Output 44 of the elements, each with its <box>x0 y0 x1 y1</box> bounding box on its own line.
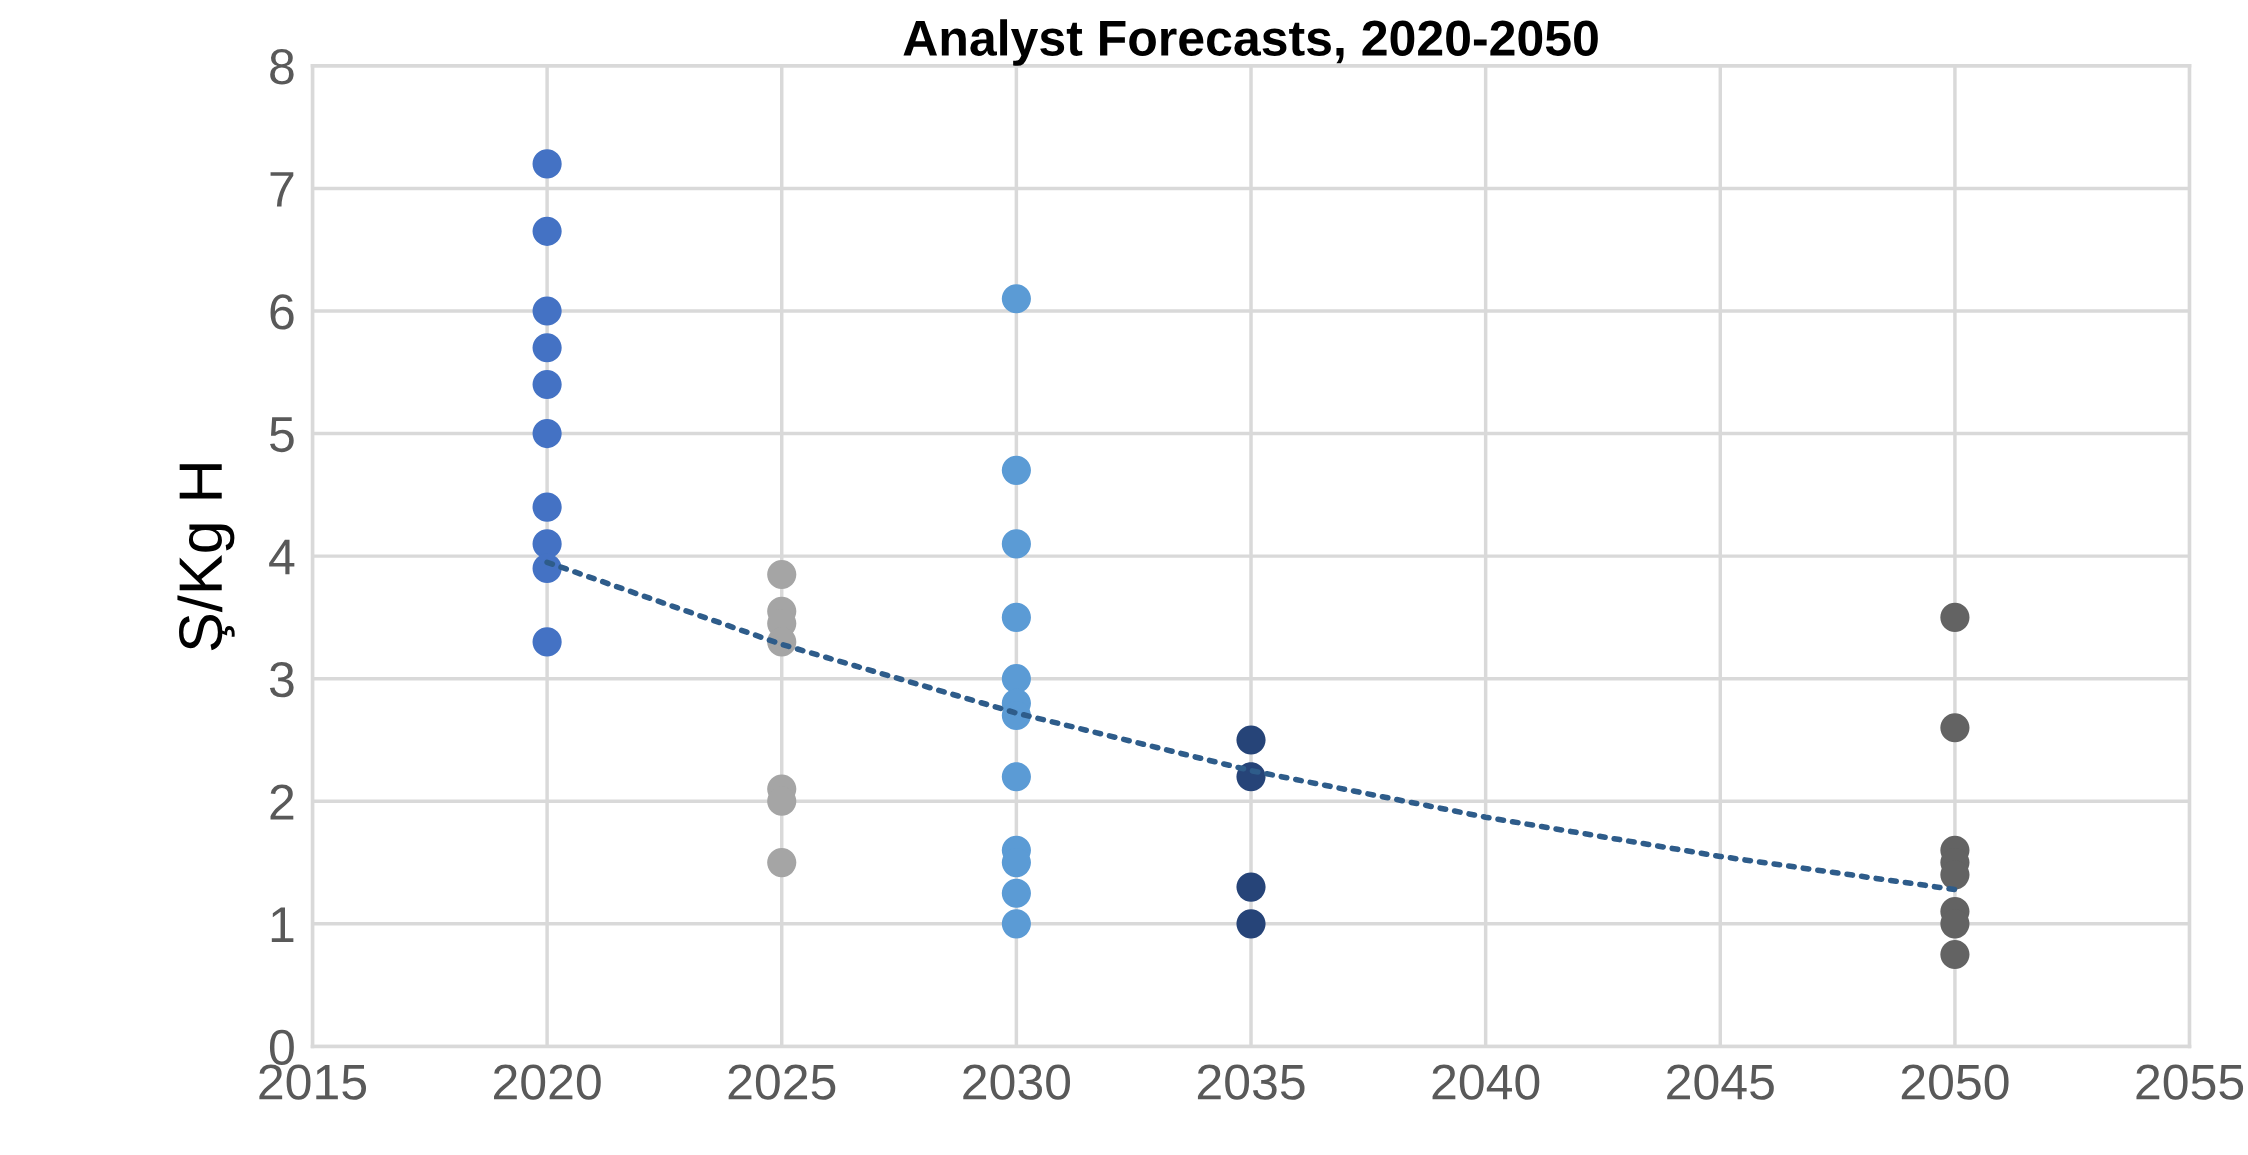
x-tick-label: 2015 <box>259 1064 366 1100</box>
x-tick-label: 2045 <box>1667 1064 1774 1100</box>
x-tick-label: 2040 <box>1432 1064 1540 1100</box>
point <box>532 296 562 326</box>
y-tick-label: 6 <box>270 294 294 330</box>
point <box>532 492 562 522</box>
y-tick-label: 7 <box>270 172 294 207</box>
x-tick-label: 2020 <box>494 1064 601 1100</box>
point <box>1001 455 1031 485</box>
x-tick-label: 2035 <box>1197 1064 1305 1100</box>
point <box>532 627 562 657</box>
x-tick-label: 2050 <box>1901 1064 2009 1100</box>
point <box>767 559 797 590</box>
point <box>532 418 562 449</box>
y-tick-label: 2 <box>270 784 294 820</box>
point <box>1001 529 1031 559</box>
point <box>1236 909 1266 939</box>
point <box>1001 762 1031 792</box>
y-tick-label: 1 <box>271 907 294 942</box>
point <box>1001 664 1031 694</box>
point <box>1001 909 1031 939</box>
point <box>1940 939 1970 970</box>
point <box>1001 878 1031 908</box>
point <box>1940 713 1970 743</box>
point <box>1001 602 1031 632</box>
point <box>532 333 562 363</box>
y-tick-label: 3 <box>269 661 294 698</box>
y-tick-label: 5 <box>270 417 294 453</box>
x-tick-label: 2025 <box>728 1064 836 1100</box>
point <box>1001 284 1031 314</box>
y-axis-title: Ş/Kg H <box>177 464 235 651</box>
y-tick-label: 8 <box>270 49 294 85</box>
point <box>1940 602 1970 632</box>
point <box>1236 725 1266 755</box>
point <box>532 216 562 246</box>
point <box>1236 872 1266 902</box>
point <box>532 529 562 559</box>
x-tick-label: 2030 <box>963 1064 1071 1100</box>
point <box>532 149 562 179</box>
point <box>532 369 562 400</box>
y-tick-label: 4 <box>269 539 295 575</box>
point <box>767 847 797 878</box>
x-tick-label: 2055 <box>2136 1064 2244 1100</box>
chart-title: Analyst Forecasts, 2020-2050 <box>903 19 1598 66</box>
